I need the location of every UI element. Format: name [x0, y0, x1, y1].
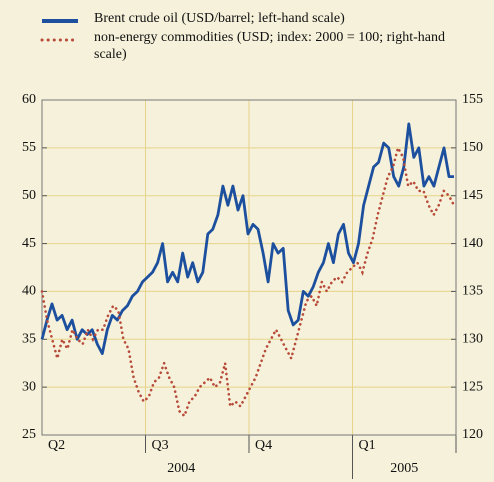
y2-tick-label: 125 [462, 379, 483, 394]
legend-item: Brent crude oil (USD/barrel; left-hand s… [40, 10, 480, 27]
legend: Brent crude oil (USD/barrel; left-hand s… [40, 10, 480, 65]
x-tick-label: Q3 [152, 438, 169, 453]
y2-tick-label: 145 [462, 188, 483, 203]
y2-tick-label: 150 [462, 140, 483, 155]
plot-frame [41, 99, 457, 436]
y-tick-label: 35 [22, 332, 36, 347]
y-tick-label: 60 [22, 92, 36, 107]
y-tick-label: 45 [22, 236, 36, 251]
legend-label: non-energy commodities (USD; index: 2000… [94, 30, 445, 62]
x-tick-label: Q2 [48, 438, 65, 453]
legend-swatch [42, 19, 78, 23]
y2-tick-label: 140 [462, 236, 483, 251]
y2-tick-label: 120 [462, 427, 483, 442]
y-tick-label: 40 [22, 284, 36, 299]
x-tick-label: Q4 [255, 438, 272, 453]
x-tick-label: Q1 [359, 438, 376, 453]
y-tick-label: 55 [22, 140, 36, 155]
y-tick-label: 50 [22, 188, 36, 203]
y2-tick-label: 130 [462, 332, 483, 347]
year-label: 2005 [390, 461, 418, 476]
series-line [40, 122, 454, 355]
y-tick-label: 25 [22, 427, 36, 442]
legend-label: Brent crude oil (USD/barrel; left-hand s… [94, 11, 345, 26]
legend-item: non-energy commodities (USD; index: 2000… [40, 29, 480, 63]
year-label: 2004 [167, 461, 195, 476]
y-tick-label: 30 [22, 379, 36, 394]
legend-swatch [40, 38, 80, 42]
y2-tick-label: 155 [462, 92, 483, 107]
y2-tick-label: 135 [462, 284, 483, 299]
series-line [40, 144, 456, 419]
